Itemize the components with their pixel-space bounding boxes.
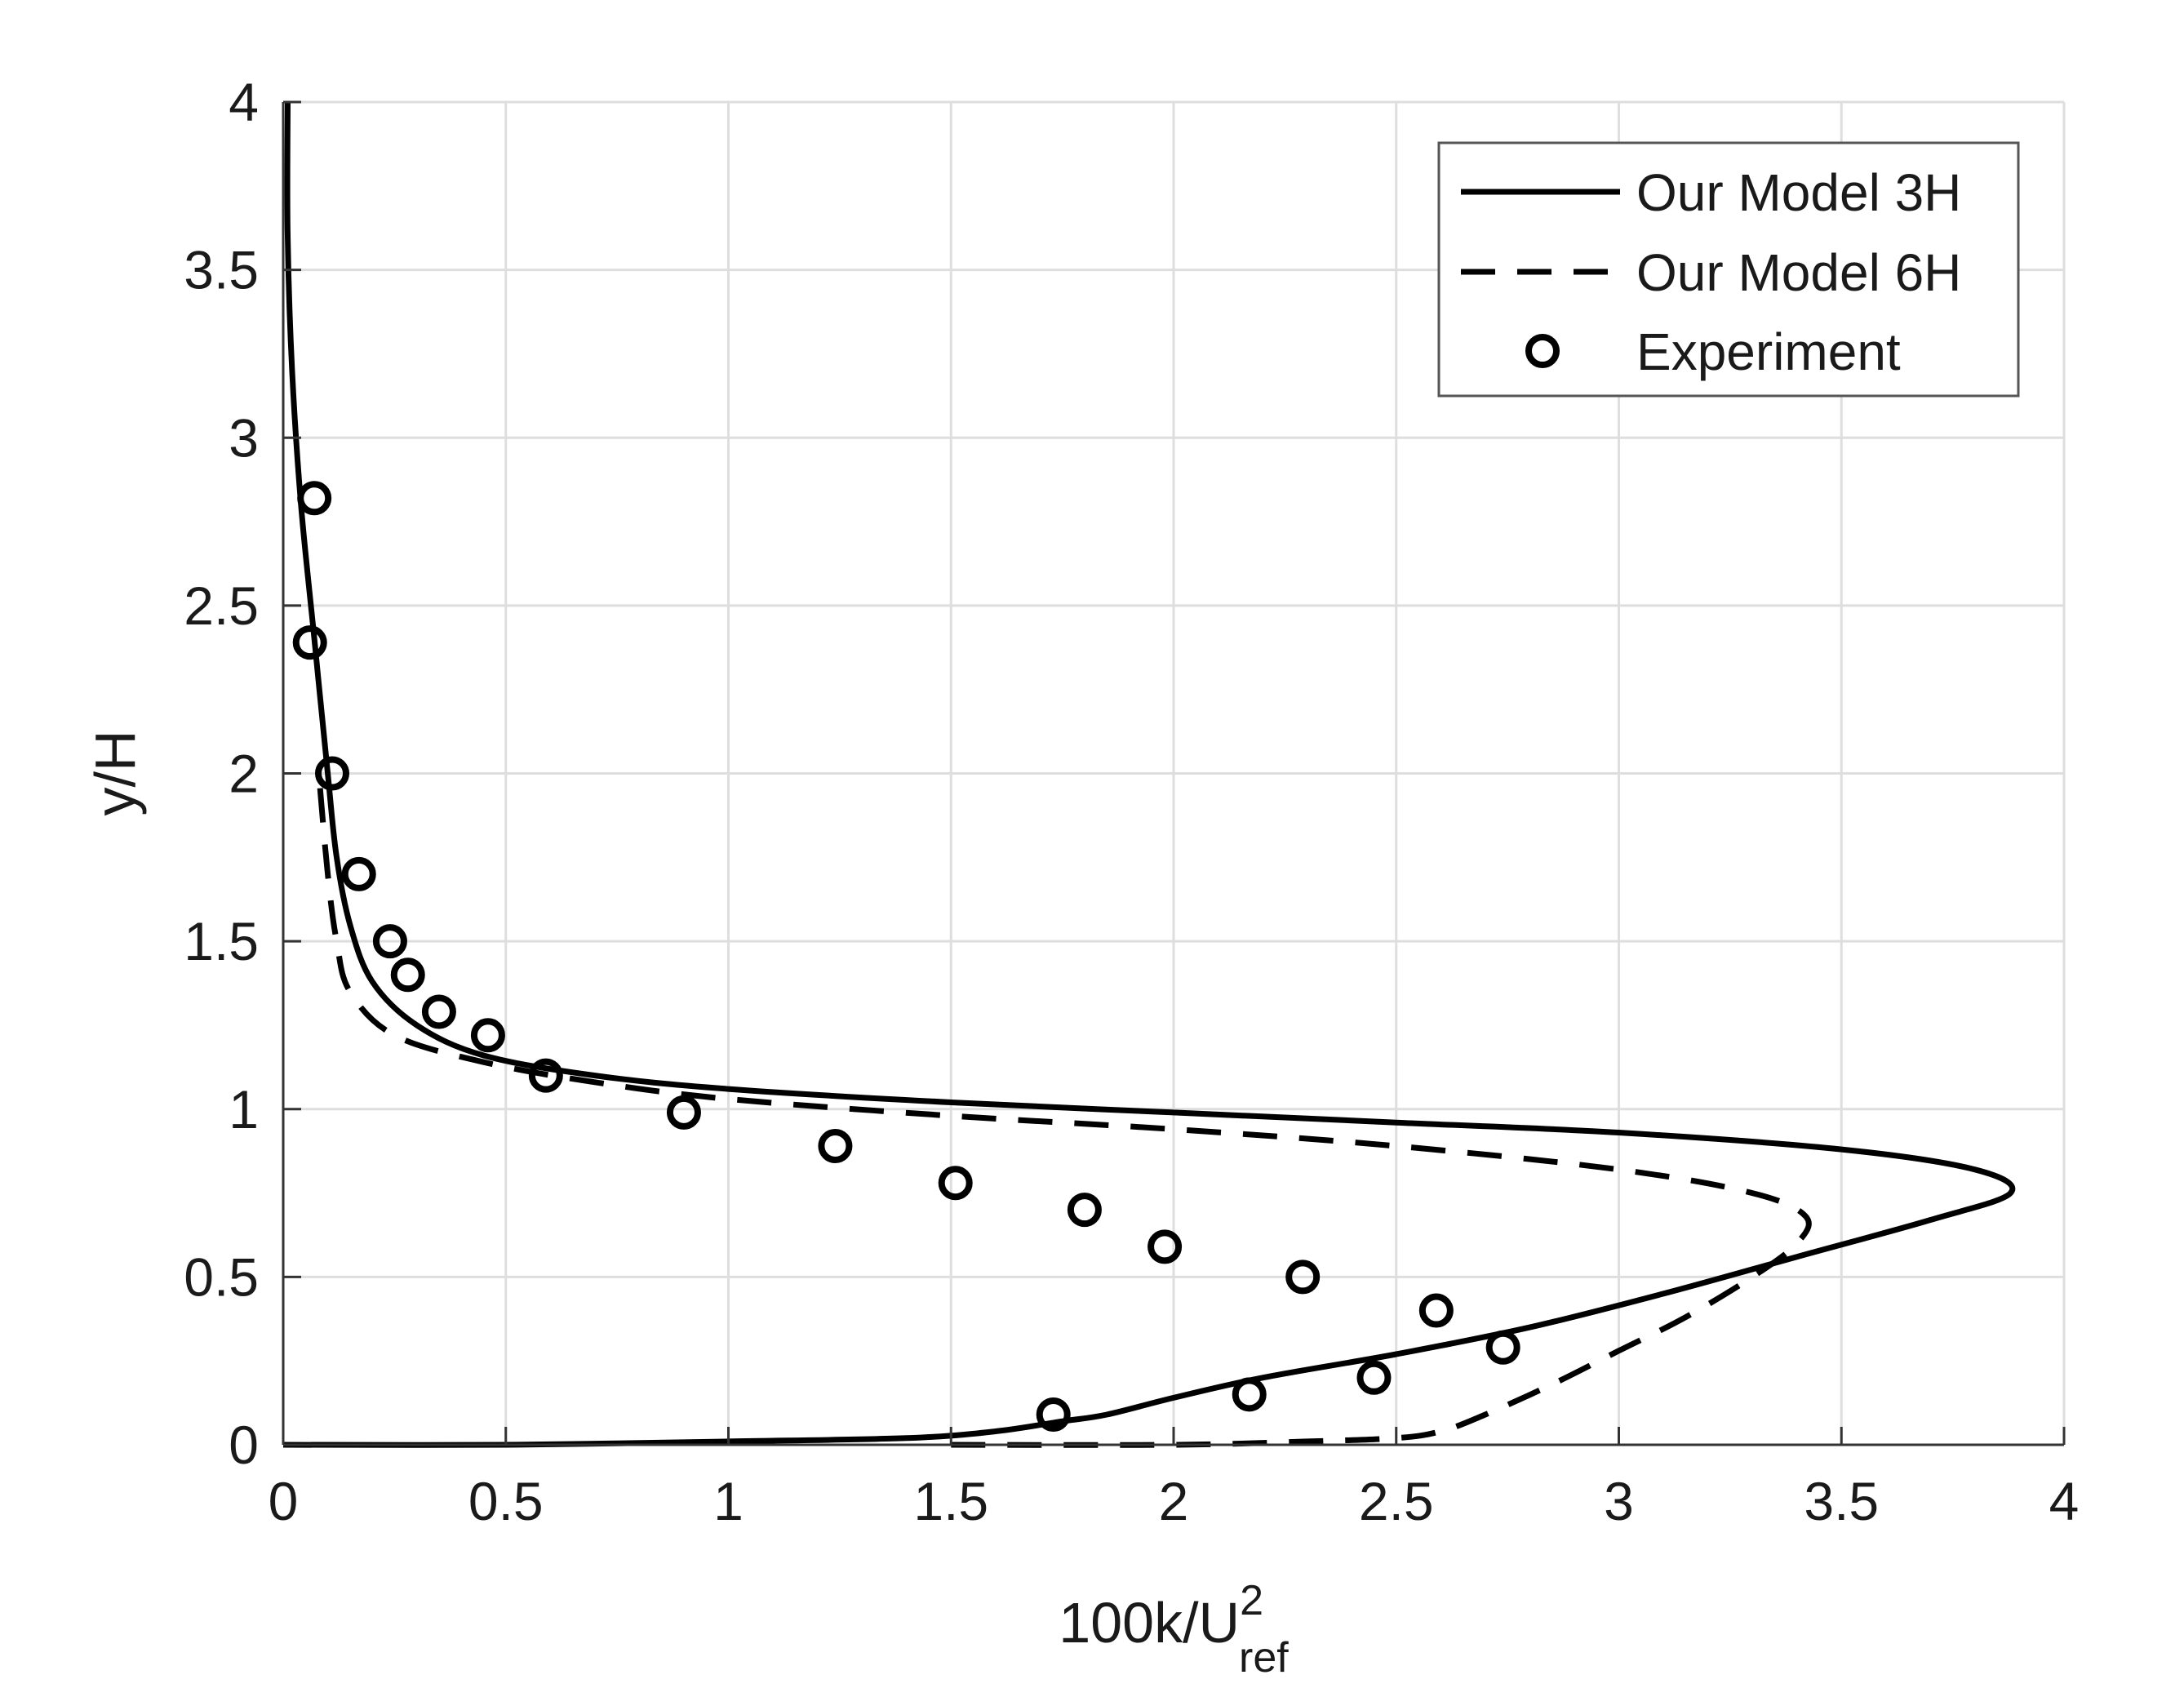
x-tick-label: 2.5	[1359, 1471, 1434, 1531]
x-tick-label: 1	[713, 1471, 744, 1531]
experiment-marker	[315, 756, 350, 791]
legend: Our Model 3H Our Model 6H Experiment	[1437, 141, 2020, 398]
experiment-marker	[292, 625, 327, 660]
x-tick-label: 1.5	[913, 1471, 988, 1531]
axes	[282, 100, 2066, 1446]
legend-marker-experiment	[1525, 334, 1560, 368]
legend-label-experiment: Experiment	[1636, 322, 1901, 381]
series-line-our-model-6h	[316, 773, 1812, 1448]
experiment-marker	[470, 1018, 505, 1053]
y-tick-label: 2.5	[184, 575, 259, 636]
legend-label-our-model-6h: Our Model 6H	[1636, 243, 1961, 302]
y-tick-label: 1.5	[184, 911, 259, 971]
x-tick-label: 2	[1159, 1471, 1189, 1531]
y-tick-label: 0	[229, 1415, 259, 1475]
experiment-marker	[1036, 1397, 1071, 1432]
x-tick-label: 4	[2049, 1471, 2080, 1531]
experiment-marker	[390, 957, 425, 993]
y-axis-label: y/H	[83, 731, 147, 816]
legend-label-our-model-3h: Our Model 3H	[1636, 163, 1961, 222]
experiment-marker	[1067, 1193, 1102, 1228]
x-tick-label: 0	[269, 1471, 299, 1531]
y-tick-label: 4	[229, 72, 259, 132]
x-axis-label: 100k/U2 ref	[1059, 1577, 1289, 1682]
experiment-marker	[528, 1058, 563, 1093]
experiment-marker	[341, 856, 376, 891]
experiment-marker	[297, 481, 332, 516]
experiment-marker	[1418, 1293, 1454, 1328]
experiment-marker	[1232, 1377, 1267, 1412]
tick-labels: 0 0.5 1 1.5 2 2.5 3 3.5 4 0 0.5 1 1.5 2 2.5 3 3.5 4	[184, 72, 2079, 1531]
x-tick-label: 3.5	[1804, 1471, 1879, 1531]
experiment-marker	[818, 1128, 853, 1163]
experiment-marker	[1147, 1229, 1183, 1264]
y-tick-label: 1	[229, 1079, 259, 1140]
series-layer	[282, 101, 2016, 1448]
experiment-marker	[938, 1166, 973, 1201]
experiment-marker	[421, 994, 456, 1029]
y-tick-label: 3	[229, 407, 259, 468]
experiment-marker	[1285, 1260, 1321, 1295]
x-axis-label-main: 100k/U	[1059, 1591, 1240, 1655]
experiment-marker	[372, 924, 407, 959]
x-tick-label: 3	[1604, 1471, 1634, 1531]
x-axis-label-subscript: ref	[1239, 1634, 1289, 1682]
y-tick-label: 3.5	[184, 240, 259, 300]
y-tick-label: 0.5	[184, 1246, 259, 1307]
y-tick-label: 2	[229, 744, 259, 804]
experiment-marker	[666, 1095, 701, 1130]
x-axis-label-superscript: 2	[1240, 1577, 1263, 1624]
experiment-marker	[1485, 1330, 1520, 1365]
x-tick-label: 0.5	[468, 1471, 544, 1531]
experiment-marker	[1356, 1360, 1392, 1395]
